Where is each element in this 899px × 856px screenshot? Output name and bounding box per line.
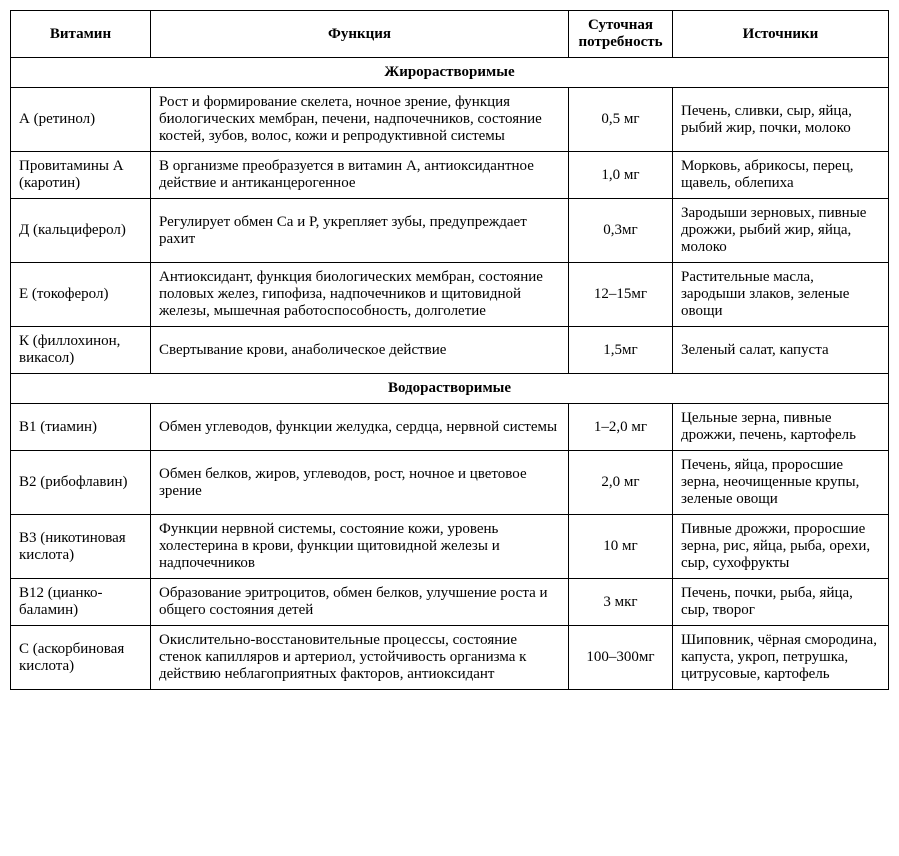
table-row: Провитамины А (каротин) В организме прео… [11, 152, 889, 199]
cell-sources: Морковь, абрикосы, перец, щавель, облепи… [673, 152, 889, 199]
cell-function: Антиоксидант, функция биологических мемб… [151, 263, 569, 327]
table-row: Д (кальциферол) Регулирует обмен Ca и P,… [11, 199, 889, 263]
cell-vitamin: А (ретинол) [11, 88, 151, 152]
cell-sources: Зародыши зерновых, пивные дрожжи, рыбий … [673, 199, 889, 263]
cell-vitamin: Е (токоферол) [11, 263, 151, 327]
cell-sources: Пивные дрожжи, проросшие зерна, рис, яйц… [673, 515, 889, 579]
cell-vitamin: В3 (никотиновая кислота) [11, 515, 151, 579]
cell-daily: 12–15мг [569, 263, 673, 327]
col-daily: Суточная потребность [569, 11, 673, 58]
cell-sources: Цельные зерна, пивные дрожжи, печень, ка… [673, 404, 889, 451]
col-vitamin: Витамин [11, 11, 151, 58]
section-water-label: Водорастворимые [11, 374, 889, 404]
cell-daily: 3 мкг [569, 579, 673, 626]
col-sources: Источники [673, 11, 889, 58]
cell-vitamin: В12 (цианко­баламин) [11, 579, 151, 626]
header-row: Витамин Функция Суточная потребность Ист… [11, 11, 889, 58]
cell-vitamin: Д (кальциферол) [11, 199, 151, 263]
cell-daily: 0,3мг [569, 199, 673, 263]
section-fat-label: Жирорастворимые [11, 58, 889, 88]
cell-function: Рост и формирование скелета, ночное зрен… [151, 88, 569, 152]
cell-function: Окислительно-восстановительные процессы,… [151, 626, 569, 690]
cell-vitamin: В2 (рибофлавин) [11, 451, 151, 515]
cell-vitamin: К (филлохинон, викасол) [11, 327, 151, 374]
cell-sources: Печень, яйца, проросшие зерна, неочищенн… [673, 451, 889, 515]
table-row: В3 (никотиновая кислота) Функции нервной… [11, 515, 889, 579]
col-function: Функция [151, 11, 569, 58]
table-row: В12 (цианко­баламин) Образование эритроц… [11, 579, 889, 626]
cell-function: В организме преобразуется в витамин А, а… [151, 152, 569, 199]
cell-vitamin: Провитамины А (каротин) [11, 152, 151, 199]
cell-sources: Зеленый салат, капуста [673, 327, 889, 374]
cell-sources: Шиповник, чёрная смородина, капуста, укр… [673, 626, 889, 690]
cell-function: Свертывание крови, анаболическое действи… [151, 327, 569, 374]
cell-function: Обмен белков, жиров, углеводов, рост, но… [151, 451, 569, 515]
cell-function: Функции нервной системы, состояние кожи,… [151, 515, 569, 579]
table-row: Е (токоферол) Антиоксидант, функция биол… [11, 263, 889, 327]
cell-function: Регулирует обмен Ca и P, укрепляет зубы,… [151, 199, 569, 263]
cell-daily: 10 мг [569, 515, 673, 579]
table-row: К (филлохинон, викасол) Свертывание кров… [11, 327, 889, 374]
cell-vitamin: В1 (тиамин) [11, 404, 151, 451]
section-fat: Жирорастворимые [11, 58, 889, 88]
cell-vitamin: С (аскорбиновая кислота) [11, 626, 151, 690]
cell-daily: 2,0 мг [569, 451, 673, 515]
cell-sources: Печень, сливки, сыр, яйца, рыбий жир, по… [673, 88, 889, 152]
table-row: С (аскорбиновая кислота) Окислительно-во… [11, 626, 889, 690]
cell-sources: Растительные масла, зародыши злаков, зел… [673, 263, 889, 327]
cell-daily: 1,0 мг [569, 152, 673, 199]
vitamins-table: Витамин Функция Суточная потребность Ист… [10, 10, 889, 690]
cell-daily: 1–2,0 мг [569, 404, 673, 451]
table-row: А (ретинол) Рост и формирование скелета,… [11, 88, 889, 152]
cell-daily: 1,5мг [569, 327, 673, 374]
cell-daily: 0,5 мг [569, 88, 673, 152]
cell-function: Образование эритроцитов, обмен белков, у… [151, 579, 569, 626]
table-row: В2 (рибофлавин) Обмен белков, жиров, угл… [11, 451, 889, 515]
cell-function: Обмен углеводов, функции желудка, сердца… [151, 404, 569, 451]
cell-daily: 100–300мг [569, 626, 673, 690]
section-water: Водорастворимые [11, 374, 889, 404]
table-row: В1 (тиамин) Обмен углеводов, функции жел… [11, 404, 889, 451]
cell-sources: Печень, почки, рыба, яйца, сыр, творог [673, 579, 889, 626]
